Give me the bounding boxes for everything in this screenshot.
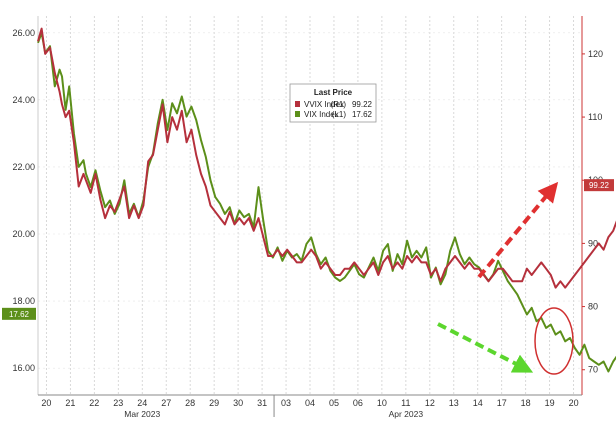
- right-tick-label: 110: [588, 112, 602, 122]
- right-badge-value: 99.22: [589, 181, 610, 190]
- right-tick-label: 70: [588, 365, 598, 375]
- legend-swatch-vvix: [295, 101, 300, 107]
- right-badge-background: [584, 179, 614, 192]
- vix-rebound-circle: [534, 307, 574, 375]
- legend-axis-vvix: (R1): [330, 100, 346, 109]
- left-badge-value: 17.62: [9, 310, 30, 319]
- vvix-series-line: [37, 27, 616, 289]
- x-axis: 20 21 22 23 24 27 28 29 30 31 03 04 05 06 10 11 12 13 14 17…: [41, 395, 579, 419]
- month-label: Mar 2023: [124, 409, 160, 419]
- legend-box: [289, 83, 377, 123]
- right-tick-label: 80: [588, 302, 598, 312]
- legend-label-vix: VIX Index: [304, 110, 339, 119]
- x-tick-label: 12: [425, 398, 435, 408]
- legend-value-vix: 17.62: [352, 110, 373, 119]
- left-tick-label: 18.00: [12, 296, 35, 306]
- left-tick-label: 24.00: [12, 95, 35, 105]
- x-tick-label: 05: [329, 398, 339, 408]
- x-tick-label: 14: [473, 398, 483, 408]
- legend-axis-vix: (L1): [332, 110, 347, 119]
- legend-swatch-vix: [295, 111, 300, 117]
- left-tick-label: 16.00: [12, 363, 35, 373]
- x-tick-label: 18: [521, 398, 531, 408]
- x-tick-label: 03: [281, 398, 291, 408]
- vvix-up-arrow: [477, 181, 559, 279]
- left-last-value-badge: 17.62: [2, 307, 36, 320]
- x-tick-label: 20: [41, 398, 51, 408]
- x-tick-label: 24: [137, 398, 147, 408]
- x-tick-label: 30: [233, 398, 243, 408]
- month-label: Apr 2023: [389, 409, 424, 419]
- x-tick-label: 21: [65, 398, 75, 408]
- x-tick-label: 27: [161, 398, 171, 408]
- legend-value-vvix: 99.22: [352, 100, 373, 109]
- x-tick-label: 23: [113, 398, 123, 408]
- left-tick-label: 26.00: [12, 28, 35, 38]
- series-layer: [37, 27, 616, 373]
- legend: Last Price VVIX Index (R1) 99.22 VIX Ind…: [289, 83, 377, 123]
- right-tick-label: 120: [588, 49, 603, 59]
- x-tick-label: 13: [449, 398, 459, 408]
- x-tick-label: 29: [209, 398, 219, 408]
- left-badge-background: [2, 307, 36, 320]
- legend-title: Last Price: [314, 88, 353, 97]
- x-tick-label: 17: [497, 398, 507, 408]
- x-tick-label: 10: [377, 398, 387, 408]
- x-tick-label: 20: [569, 398, 579, 408]
- left-tick-label: 22.00: [12, 162, 35, 172]
- x-tick-label: 04: [305, 398, 315, 408]
- right-tick-label: 90: [588, 238, 598, 248]
- x-tick-label: 28: [185, 398, 195, 408]
- right-last-value-badge: 99.22: [584, 179, 614, 192]
- left-tick-label: 20.00: [12, 229, 35, 239]
- x-tick-label: 06: [353, 398, 363, 408]
- legend-label-vvix: VVIX Index: [304, 100, 344, 109]
- x-tick-label: 22: [89, 398, 99, 408]
- x-tick-label: 19: [545, 398, 555, 408]
- x-tick-label: 11: [401, 398, 410, 408]
- left-axis: 16.00 18.00 20.00 22.00 24.00 26.00: [12, 28, 35, 373]
- vix-down-arrow: [437, 322, 534, 373]
- x-tick-label: 31: [257, 398, 267, 408]
